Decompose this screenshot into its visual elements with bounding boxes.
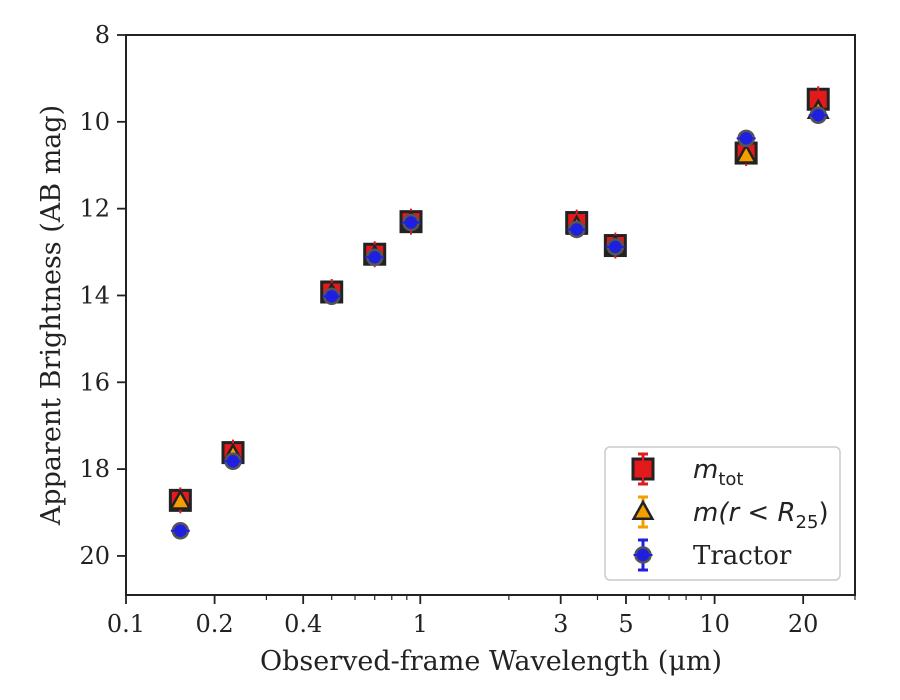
y-tick-label: 12 [79, 195, 110, 223]
legend-label-suffix: ) [818, 498, 828, 528]
x-tick-label: 20 [788, 610, 819, 638]
x-tick-label: 1 [413, 610, 428, 638]
data-point [734, 143, 758, 164]
x-tick-label: 10 [699, 610, 730, 638]
y-tick-label: 10 [79, 108, 110, 136]
legend-label-base: m(r < R [693, 498, 796, 528]
data-point [170, 522, 190, 540]
x-tick-label: 5 [618, 610, 633, 638]
plot-frame [125, 34, 856, 596]
legend-entry: Tractor [633, 538, 792, 572]
y-tick-label: 18 [79, 455, 110, 483]
axes: 0.1 0.2 0.4 1 3 5 10 20 8 10 12 14 16 18 20 [79, 21, 856, 638]
legend-label-base: m [693, 455, 718, 485]
legend-label: Tractor [693, 541, 792, 571]
data-point [401, 213, 421, 232]
x-axis-label: Observed-frame Wavelength (μm) [260, 646, 722, 677]
data-point [223, 452, 243, 471]
legend-entry: m(r < R25) [631, 495, 829, 533]
legend-label: m(r < R25) [693, 498, 829, 533]
x-tick-label: 0.1 [107, 610, 145, 638]
data-point [605, 238, 625, 256]
legend: mtot m(r < R25) Tractor [604, 446, 841, 581]
data-markers [168, 86, 830, 540]
data-point [736, 129, 756, 148]
y-tick-label: 20 [79, 542, 110, 570]
data-point [322, 287, 342, 306]
legend-entry: mtot [631, 452, 743, 490]
data-point [808, 106, 828, 125]
y-tick-label: 8 [95, 21, 110, 49]
legend-label-subscript: 25 [796, 512, 819, 533]
y-tick-label: 16 [79, 368, 110, 396]
x-tick-label: 3 [553, 610, 568, 638]
triangle-marker [168, 489, 192, 510]
legend-label: mtot [693, 455, 743, 490]
series-circle [170, 106, 828, 540]
x-tick-label: 0.4 [284, 610, 322, 638]
data-point [365, 248, 385, 267]
data-point [168, 489, 192, 510]
y-tick-label: 14 [79, 281, 110, 309]
triangle-marker [734, 143, 758, 164]
data-point [567, 220, 587, 239]
y-axis-label: Apparent Brightness (AB mag) [36, 105, 67, 526]
legend-box [604, 446, 841, 581]
x-tick-label: 0.2 [196, 610, 234, 638]
legend-label-subscript: tot [718, 469, 743, 490]
legend-label-base: Tractor [693, 541, 792, 571]
triangle-marker [631, 499, 655, 521]
